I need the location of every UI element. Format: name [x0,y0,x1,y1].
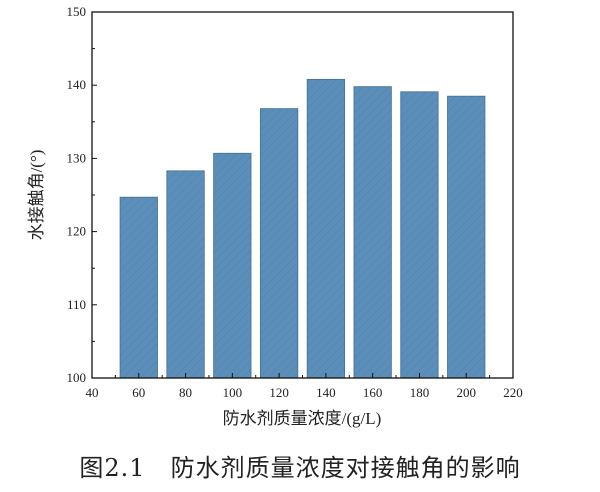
bar-180 [400,91,439,379]
bar-60 [119,196,158,379]
x-tick-label: 60 [132,385,145,400]
x-tick-label: 200 [456,385,476,400]
y-tick-label: 110 [67,297,86,312]
y-axis-label: 水接触角/(°) [27,150,46,241]
figure-caption: 图2.1 防水剂质量浓度对接触角的影响 [79,454,521,482]
bar-160 [353,86,392,379]
y-tick-label: 100 [67,370,87,385]
x-tick-label: 140 [316,385,336,400]
y-tick-label: 120 [67,224,87,239]
y-tick-label: 130 [67,150,87,165]
x-tick-label: 100 [223,385,243,400]
x-tick-label: 220 [503,385,523,400]
x-tick-label: 180 [410,385,430,400]
bar-140 [306,78,345,379]
bar-80 [166,170,205,379]
x-tick-label: 40 [86,385,99,400]
x-axis-label: 防水剂质量浓度/(g/L) [223,409,382,428]
x-tick-label: 160 [363,385,383,400]
bar-200 [447,95,486,379]
y-tick-label: 140 [67,77,87,92]
x-tick-label: 120 [269,385,289,400]
bar-100 [213,152,252,379]
x-tick-label: 80 [179,385,192,400]
y-tick-label: 150 [67,4,87,19]
bar-120 [259,108,299,379]
